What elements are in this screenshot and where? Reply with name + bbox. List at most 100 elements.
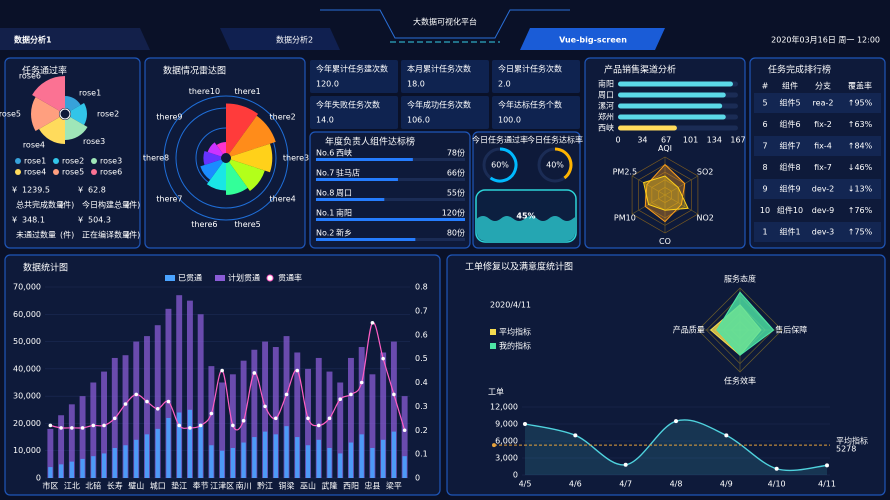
- x-tick-label: 忠县: [364, 482, 380, 491]
- x-tick-label: 4/7: [619, 480, 632, 489]
- y-tick-label: 南阳: [598, 79, 614, 89]
- x-tick-label: 江北: [64, 482, 80, 491]
- rank-no: No.6: [316, 149, 334, 158]
- stat-value: 62.8: [88, 186, 106, 195]
- bar: [327, 447, 332, 478]
- mark-label: 平均指标: [836, 436, 868, 446]
- header-deco: [320, 9, 570, 39]
- x-tick-label: 黔江: [257, 481, 273, 491]
- x-tick-label: 0: [615, 136, 620, 145]
- stat-card: [310, 96, 398, 129]
- bar: [348, 357, 354, 478]
- rate-point: [209, 411, 214, 416]
- bar: [252, 437, 257, 478]
- bar: [390, 341, 397, 478]
- card-label: 本月累计任务次数: [407, 64, 471, 74]
- radar-label: PM10: [614, 214, 636, 223]
- gauge-title: 今日任务达标率: [527, 135, 583, 145]
- page-title: 大数据可视化平台: [413, 17, 477, 27]
- x-tick-label: 市区: [42, 481, 58, 491]
- y-tick-label: 30,000: [13, 392, 41, 401]
- bar: [197, 314, 204, 478]
- stat-currency: ¥: [78, 186, 83, 195]
- x-tick-label: 67: [661, 136, 671, 145]
- table-cell: fix-2: [814, 120, 832, 129]
- legend-label: 贯通率: [278, 273, 302, 283]
- polar-bar: [226, 162, 248, 195]
- stat-label: 今日构建总量: [82, 200, 130, 210]
- bar: [305, 445, 311, 478]
- bar: [338, 453, 343, 478]
- table-row: [754, 157, 881, 178]
- y2-tick-label: 0.4: [415, 378, 428, 387]
- bar: [348, 442, 354, 478]
- polar-label: there3: [283, 154, 309, 163]
- polar-label: there5: [234, 220, 260, 229]
- bar: [187, 409, 193, 478]
- legend-label: rose3: [100, 157, 122, 166]
- stat-card: [492, 96, 580, 129]
- legend-swatch: [15, 158, 21, 164]
- table-cell: fix-4: [814, 142, 832, 151]
- y2-tick-label: 0.3: [415, 402, 428, 411]
- legend-swatch: [15, 169, 21, 175]
- radar-label: SO2: [697, 167, 713, 176]
- table-cell: 6: [762, 120, 767, 129]
- rate-line: [50, 322, 406, 431]
- rose-sector: [32, 76, 65, 111]
- rose-hole: [59, 108, 71, 120]
- y-tick-label: 0: [36, 474, 41, 483]
- panel-title: 工单修复以及满意度统计图: [465, 261, 573, 273]
- y2-tick-label: 0.5: [415, 354, 428, 363]
- tab-bg: [520, 28, 665, 50]
- y-tick-label: 3,000: [495, 454, 518, 463]
- tab-bg: [0, 28, 150, 50]
- bar: [326, 371, 333, 478]
- polar-bar: [216, 142, 226, 154]
- rate-point: [80, 426, 85, 430]
- legend-swatch: [215, 275, 225, 281]
- card-label: 今日累计任务次数: [498, 64, 562, 74]
- legend-label: rose2: [62, 157, 84, 166]
- polar-bar: [228, 159, 265, 191]
- stat-label: 总共完成数量: [16, 200, 64, 210]
- mark-value: 5278: [836, 445, 856, 454]
- card-value: 14.0: [316, 116, 334, 125]
- table-cell: ↓46%: [848, 163, 873, 172]
- polar-label: there1: [234, 87, 260, 96]
- gauge-arc: [489, 147, 518, 183]
- radar-label: CO: [659, 237, 671, 246]
- table-cell: dev-3: [812, 228, 835, 237]
- legend-label: rose4: [24, 168, 46, 177]
- bar: [272, 347, 279, 478]
- stat-currency: ¥: [12, 216, 17, 225]
- line-point: [573, 433, 578, 438]
- panel-title: 任务通过率: [22, 65, 67, 77]
- stat-value: 504.3: [88, 216, 111, 225]
- rank-value: 120份: [442, 208, 465, 218]
- rank-no: No.7: [316, 169, 334, 178]
- bar: [155, 428, 160, 478]
- bar: [123, 445, 128, 478]
- rate-point: [295, 368, 300, 373]
- rate-point: [231, 423, 235, 428]
- bar: [122, 355, 129, 478]
- polar-bar: [230, 143, 273, 173]
- bar: [219, 382, 226, 478]
- rate-point: [241, 418, 246, 423]
- rate-point: [166, 399, 171, 404]
- y-tick-label: 周口: [598, 91, 614, 100]
- y-tick-label: 郑州: [598, 112, 614, 122]
- y-tick-label: 10,000: [13, 446, 41, 455]
- rank-name: 西峡: [336, 148, 352, 158]
- card-value: 120.0: [316, 80, 339, 89]
- table-cell: 组件7: [779, 141, 800, 151]
- rank-name: 南阳: [336, 208, 352, 218]
- polar-label: there7: [156, 195, 182, 204]
- rank-no: No.1: [316, 209, 334, 218]
- y-tick-label: 12,000: [490, 403, 518, 412]
- rate-point: [198, 423, 203, 428]
- bar: [402, 456, 407, 478]
- table-cell: 组件8: [779, 162, 800, 172]
